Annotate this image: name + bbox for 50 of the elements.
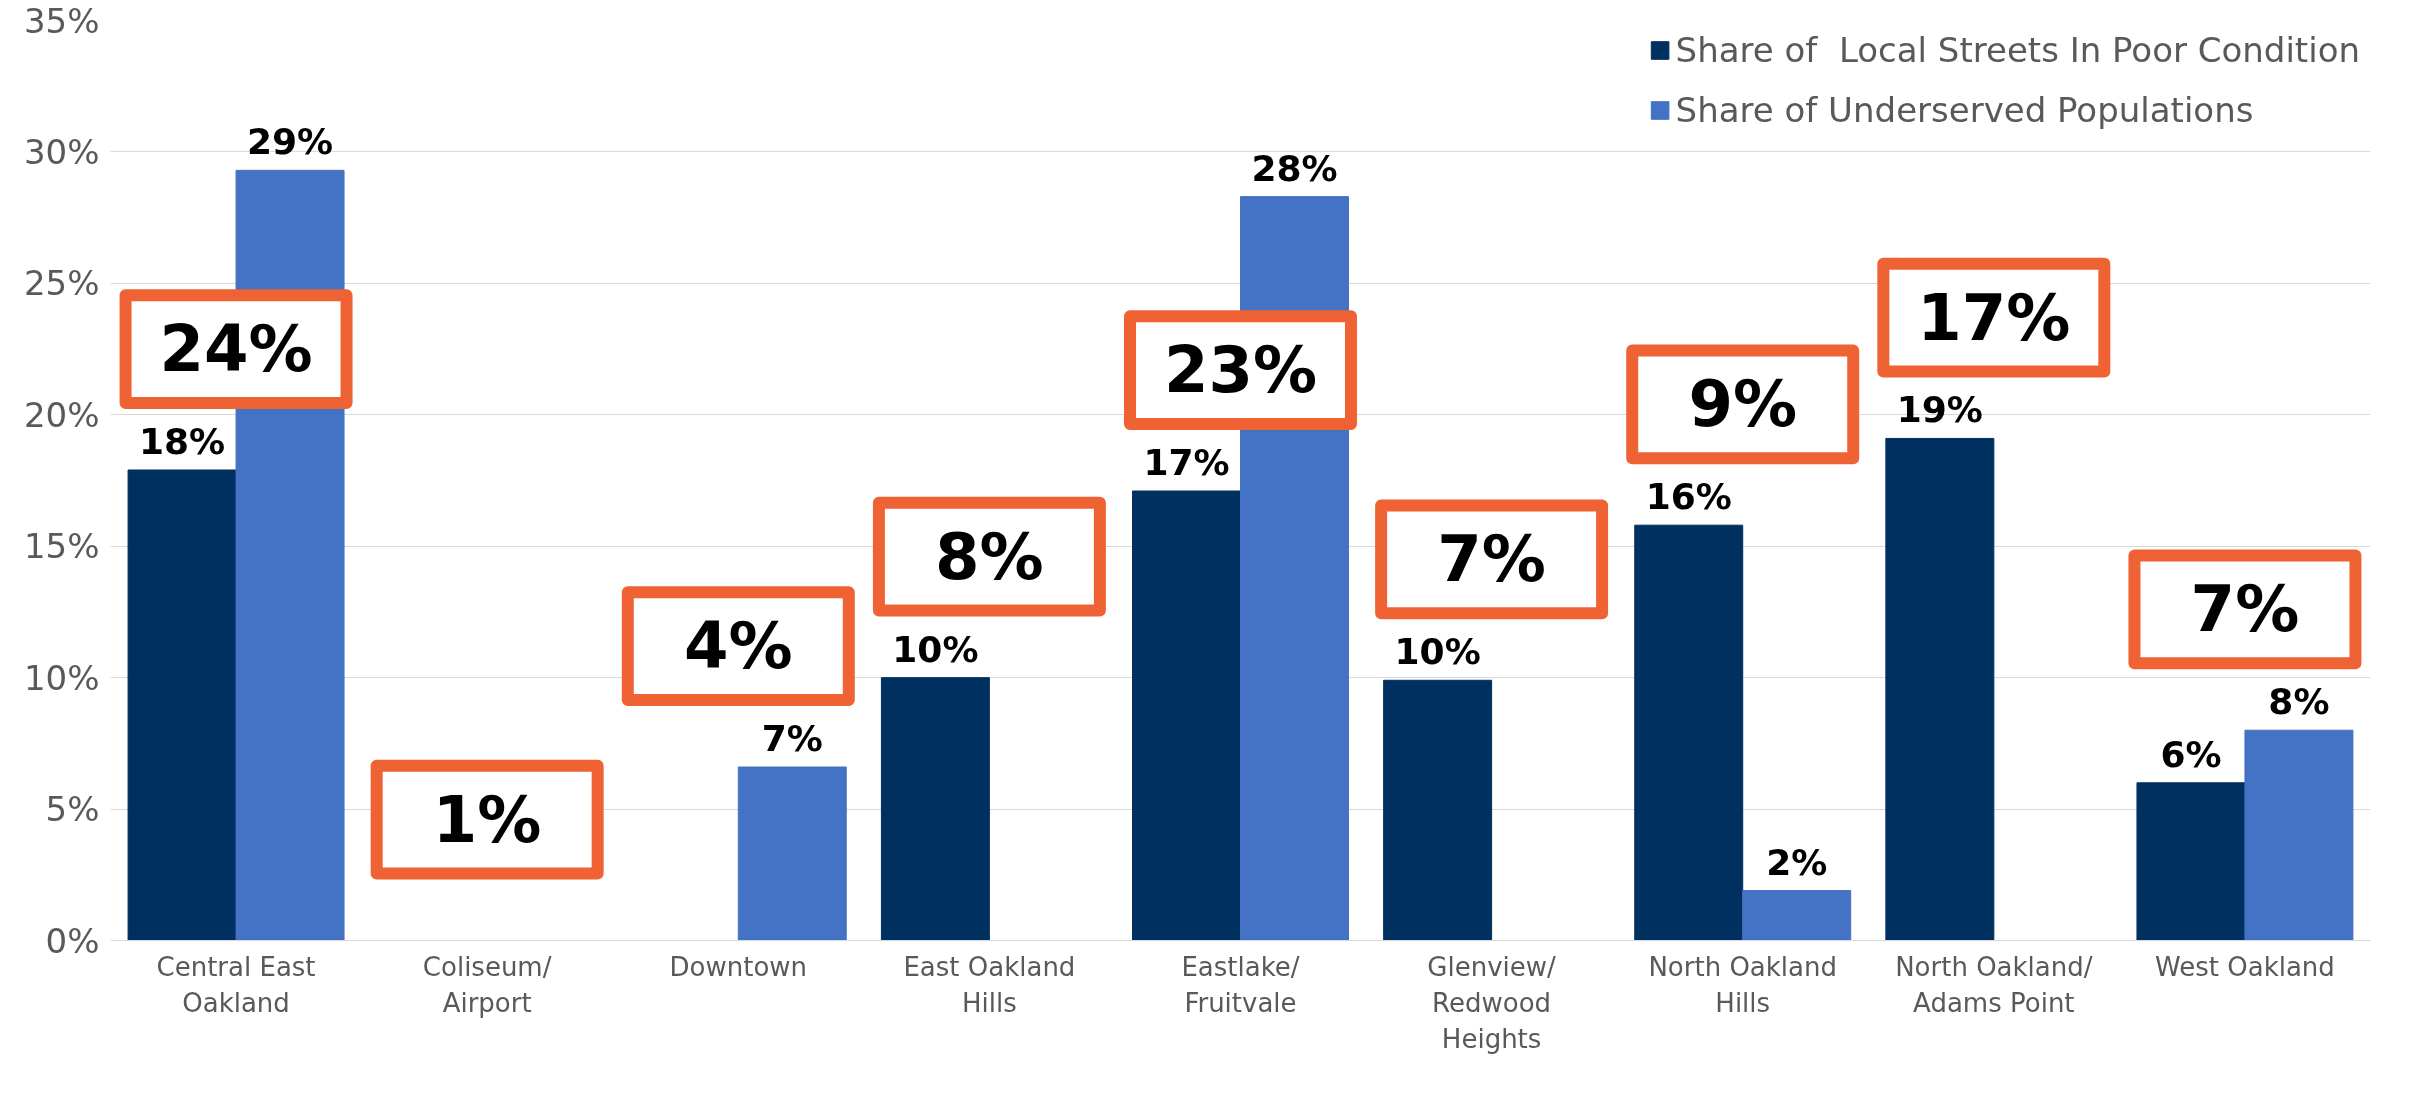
- bar: [1132, 490, 1241, 941]
- x-tick-label: North Oakland/ Adams Point: [1895, 951, 2093, 1018]
- y-tick-label: 35%: [23, 0, 100, 41]
- annotation: 7%: [1437, 522, 1546, 597]
- x-tick-label: North Oakland Hills: [1648, 951, 1838, 1018]
- x-tick-label: Eastlake/ Fruitvale: [1181, 951, 1300, 1018]
- data-label: 29%: [246, 121, 334, 163]
- bar: [2136, 782, 2246, 941]
- annotation: 17%: [1917, 280, 2071, 355]
- data-label: 10%: [892, 628, 979, 670]
- bar: [127, 469, 237, 941]
- data-label: 17%: [1143, 442, 1230, 484]
- y-tick-label: 25%: [23, 263, 100, 304]
- annotation: 8%: [935, 519, 1044, 594]
- annotation: 9%: [1688, 367, 1798, 442]
- bar: [1634, 524, 1744, 941]
- bar: [880, 677, 990, 941]
- x-tick-label: Glenview/ Redwood Heights: [1427, 951, 1557, 1054]
- x-tick-label: Central East Oakland: [156, 951, 316, 1018]
- y-tick-label: 15%: [23, 526, 100, 567]
- y-tick-label: 10%: [23, 657, 100, 698]
- data-label: 6%: [2160, 733, 2222, 775]
- bar: [1885, 437, 1995, 941]
- annotation: 24%: [159, 312, 313, 387]
- y-tick-label: 5%: [45, 789, 100, 830]
- y-tick-label: 20%: [23, 394, 100, 435]
- y-tick-label: 0%: [45, 920, 100, 961]
- x-tick-label: Downtown: [669, 951, 808, 982]
- data-label: 8%: [2268, 681, 2330, 723]
- bar: [2244, 729, 2354, 941]
- data-label: 18%: [138, 420, 226, 462]
- x-tick-label: West Oakland: [2155, 951, 2335, 982]
- bar: [1383, 679, 1493, 941]
- data-label: 28%: [1251, 147, 1338, 189]
- data-label: 10%: [1394, 631, 1481, 673]
- annotation: 1%: [432, 782, 542, 857]
- y-tick-label: 30%: [23, 131, 100, 172]
- data-label: 2%: [1766, 841, 1828, 883]
- annotation: 4%: [683, 609, 793, 684]
- legend-label: Share of Local Streets In Poor Condition: [1675, 30, 2360, 70]
- x-tick-label: Coliseum/ Airport: [422, 951, 552, 1018]
- bar: [1742, 890, 1852, 941]
- data-label: 16%: [1645, 476, 1732, 518]
- data-label: 7%: [761, 718, 823, 760]
- annotation: 7%: [2190, 572, 2300, 647]
- x-tick-label: East Oakland Hills: [903, 951, 1076, 1018]
- legend-label: Share of Underserved Populations: [1675, 90, 2254, 130]
- bar: [737, 766, 847, 941]
- data-label: 19%: [1896, 389, 1983, 431]
- annotation: 23%: [1163, 333, 1318, 408]
